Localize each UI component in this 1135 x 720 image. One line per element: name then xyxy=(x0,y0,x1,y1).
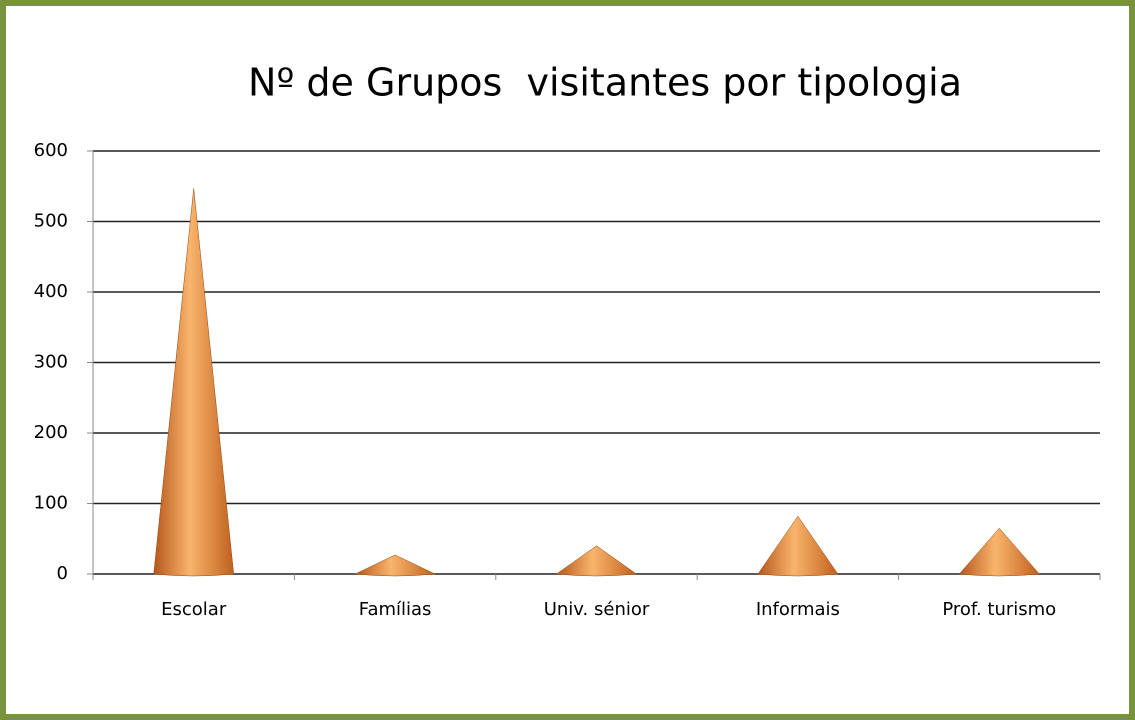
y-tick-label: 100 xyxy=(34,493,68,514)
x-tick-label: Univ. sénior xyxy=(544,599,650,620)
y-tick-label: 0 xyxy=(57,563,68,584)
y-tick-label: 600 xyxy=(34,140,68,161)
bar xyxy=(958,527,1040,577)
x-tick-label: Informais xyxy=(756,599,840,620)
chart-title: Nº de Grupos visitantes por tipologia xyxy=(248,61,962,105)
x-tick-label: Famílias xyxy=(359,599,432,620)
bar xyxy=(555,545,638,577)
y-tick-label: 300 xyxy=(34,352,68,373)
bar xyxy=(153,188,234,577)
y-tick-label: 500 xyxy=(34,211,68,232)
y-tick-label: 200 xyxy=(34,422,68,443)
bar xyxy=(757,515,839,577)
x-tick-label: Prof. turismo xyxy=(942,599,1056,620)
bar xyxy=(354,554,437,577)
y-tick-label: 400 xyxy=(34,281,68,302)
x-tick-label: Escolar xyxy=(161,599,227,620)
